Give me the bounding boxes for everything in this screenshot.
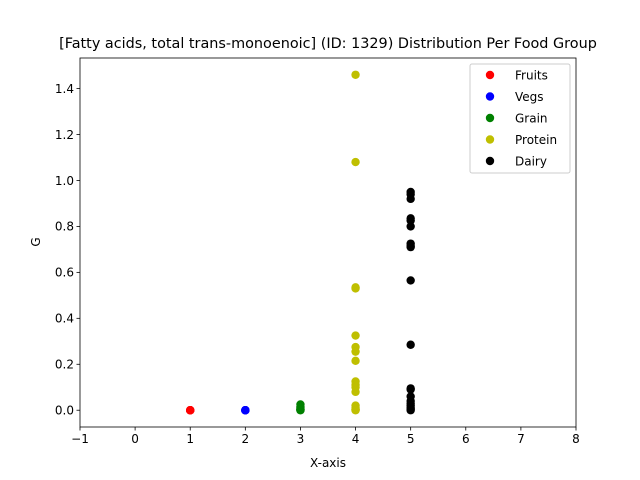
data-point-dairy (406, 276, 415, 285)
legend-marker-vegs (485, 92, 495, 101)
data-point-protein (351, 356, 360, 366)
y-axis-ticks: 0.0 0.2 0.4 0.6 0.8 1.0 1.2 1.4 (55, 82, 80, 418)
data-point-dairy (406, 385, 415, 394)
y-axis-label: G (29, 237, 43, 246)
y-tick-label: 1.4 (55, 82, 74, 96)
legend-marker-grain (485, 113, 495, 123)
y-tick-label: 0.8 (55, 220, 74, 234)
legend-marker-dairy (485, 156, 495, 166)
x-tick-label: 8 (572, 432, 580, 446)
data-point-protein (351, 406, 360, 415)
legend: Fruits Vegs Grain Protein Dairy (469, 63, 571, 174)
x-tick-label: 0 (131, 432, 139, 446)
legend-label-fruits: Fruits (515, 68, 548, 82)
data-point-protein (351, 347, 360, 356)
x-axis-label: X-axis (310, 456, 346, 470)
x-tick-label: 3 (297, 432, 305, 446)
data-point-protein (351, 70, 360, 79)
y-tick-label: 1.0 (55, 174, 74, 188)
y-tick-label: 0.2 (55, 358, 74, 372)
x-tick-label: 1 (186, 432, 194, 446)
plot-area-frame (79, 57, 577, 428)
legend-label-protein: Protein (515, 133, 557, 147)
legend-label-dairy: Dairy (515, 154, 547, 168)
y-tick-label: 0.0 (55, 404, 74, 418)
legend-marker-protein (485, 135, 495, 144)
x-tick-label: 5 (407, 432, 415, 446)
y-tick-label: 1.2 (55, 128, 74, 142)
data-point-protein (351, 331, 360, 340)
x-tick-label: −1 (71, 432, 89, 446)
data-point-protein (351, 387, 360, 397)
x-axis-ticks: −1 0 1 2 3 4 5 6 7 8 (71, 427, 580, 446)
x-tick-label: 6 (462, 432, 470, 446)
legend-label-grain: Grain (515, 111, 548, 125)
data-point-grain (296, 406, 305, 415)
data-point-dairy (406, 222, 415, 231)
data-point-protein (351, 157, 360, 167)
chart-title: [Fatty acids, total trans-monoenoic] (ID… (59, 36, 597, 52)
x-tick-label: 7 (517, 432, 525, 446)
points-layer (186, 70, 415, 415)
data-point-fruits (186, 406, 195, 415)
legend-box (469, 63, 571, 174)
data-point-vegs (241, 406, 250, 415)
y-tick-label: 0.6 (55, 266, 74, 280)
legend-marker-fruits (485, 70, 495, 80)
data-point-dairy (406, 242, 415, 252)
data-point-dairy (406, 406, 415, 415)
data-point-dairy (406, 194, 415, 204)
data-point-protein (351, 284, 360, 293)
x-tick-label: 4 (352, 432, 360, 446)
data-point-dairy (406, 216, 415, 225)
data-point-dairy (406, 340, 415, 349)
x-tick-label: 2 (242, 432, 250, 446)
y-tick-label: 0.4 (55, 312, 74, 326)
legend-label-vegs: Vegs (515, 90, 544, 104)
